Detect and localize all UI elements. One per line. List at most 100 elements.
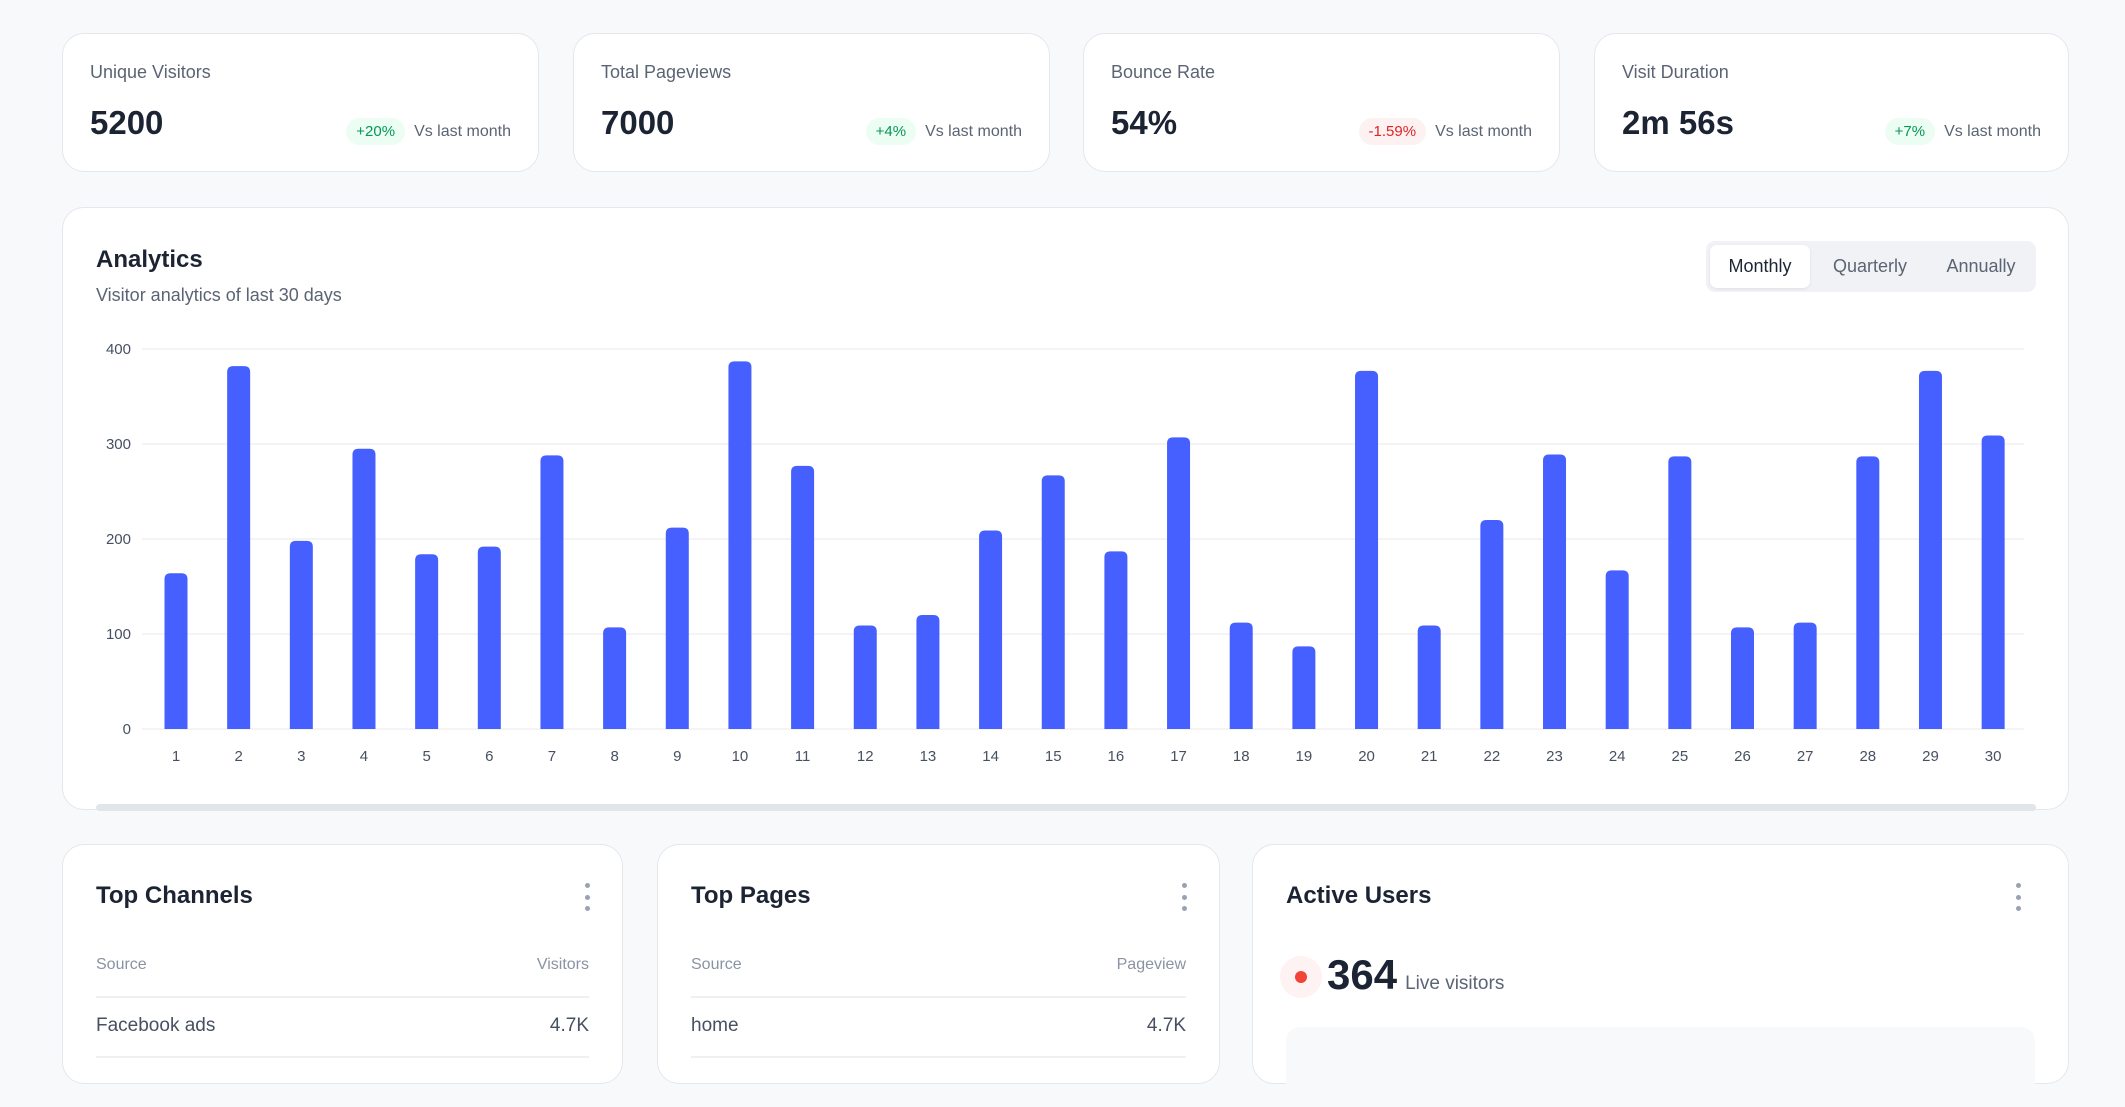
bar-day-1 — [164, 573, 188, 729]
period-monthly[interactable]: Monthly — [1710, 245, 1810, 288]
bar-day-12 — [853, 625, 877, 729]
bar-day-24 — [1605, 570, 1629, 729]
stat-card-visit-duration: Visit Duration 2m 56s +7% Vs last month — [1594, 33, 2069, 172]
column-header-source: Source — [691, 956, 742, 973]
y-tick-label: 200 — [106, 531, 131, 548]
x-tick-label: 21 — [1421, 748, 1438, 765]
bar-day-16 — [1104, 551, 1128, 729]
x-tick-label: 25 — [1671, 748, 1688, 765]
x-tick-label: 6 — [485, 748, 493, 765]
y-tick-label: 300 — [106, 436, 131, 453]
stat-label: Visit Duration — [1622, 62, 1729, 82]
analytics-title: Analytics — [96, 246, 203, 273]
x-tick-label: 9 — [673, 748, 681, 765]
y-tick-label: 400 — [106, 341, 131, 358]
bar-day-27 — [1793, 622, 1817, 729]
column-header-visitors: Visitors — [536, 956, 589, 973]
more-options-icon[interactable] — [582, 883, 592, 911]
x-tick-label: 24 — [1609, 748, 1626, 765]
x-tick-label: 11 — [795, 748, 811, 765]
stat-value: 2m 56s — [1622, 104, 1734, 141]
stat-label: Unique Visitors — [90, 62, 211, 82]
bar-day-10 — [728, 361, 752, 729]
x-tick-label: 17 — [1170, 748, 1187, 765]
x-tick-label: 7 — [548, 748, 556, 765]
x-tick-label: 30 — [1985, 748, 2002, 765]
active-users-title: Active Users — [1286, 882, 1432, 909]
bar-day-18 — [1229, 622, 1253, 729]
bar-day-23 — [1543, 454, 1567, 729]
more-options-icon[interactable] — [2013, 883, 2023, 911]
live-indicator-icon — [1280, 956, 1322, 998]
live-visitors-label: Live visitors — [1405, 973, 1505, 994]
chart-scrollbar[interactable] — [96, 804, 2036, 811]
column-header-source: Source — [96, 956, 147, 973]
stat-card-bounce-rate: Bounce Rate 54% -1.59% Vs last month — [1083, 33, 1560, 172]
bar-day-5 — [415, 554, 439, 729]
x-tick-label: 8 — [610, 748, 618, 765]
top-pages-card: Top Pages Source Pageview home 4.7K — [657, 844, 1220, 1084]
active-users-card: Active Users 364 Live visitors — [1252, 844, 2069, 1107]
top-pages-title: Top Pages — [691, 882, 811, 909]
x-tick-label: 10 — [732, 748, 749, 765]
bar-day-26 — [1731, 627, 1754, 729]
page-value: 4.7K — [1146, 1015, 1186, 1036]
bar-day-14 — [979, 530, 1003, 729]
x-tick-label: 5 — [422, 748, 430, 765]
active-users-chart-area — [1286, 1027, 2035, 1107]
period-toggle: Monthly Quarterly Annually — [1706, 241, 2036, 292]
compare-label: Vs last month — [925, 122, 1022, 140]
more-options-icon[interactable] — [1179, 883, 1189, 911]
x-tick-label: 1 — [172, 748, 180, 765]
bar-day-20 — [1355, 370, 1379, 729]
stat-label: Bounce Rate — [1111, 62, 1216, 82]
x-tick-label: 13 — [920, 748, 937, 765]
divider — [691, 996, 1186, 998]
y-tick-label: 0 — [123, 721, 131, 738]
y-tick-label: 100 — [106, 626, 131, 643]
x-tick-label: 22 — [1484, 748, 1501, 765]
x-tick-label: 27 — [1797, 748, 1814, 765]
change-badge: -1.59% — [1358, 118, 1427, 145]
stat-value: 5200 — [90, 104, 164, 141]
channel-name: Facebook ads — [96, 1015, 216, 1036]
page-name: home — [691, 1015, 739, 1036]
x-tick-label: 15 — [1045, 748, 1062, 765]
stat-value: 54% — [1111, 104, 1178, 141]
period-quarterly[interactable]: Quarterly — [1832, 256, 1908, 276]
bar-day-29 — [1918, 370, 1942, 729]
bar-day-13 — [916, 615, 940, 729]
bar-day-6 — [477, 546, 501, 729]
bar-day-4 — [352, 448, 376, 729]
bar-day-28 — [1856, 456, 1880, 729]
period-annually[interactable]: Annually — [1946, 256, 2016, 276]
analytics-card: Analytics Visitor analytics of last 30 d… — [62, 207, 2069, 811]
x-tick-label: 19 — [1296, 748, 1313, 765]
x-tick-label: 26 — [1734, 748, 1751, 765]
bar-day-25 — [1668, 456, 1692, 729]
bar-day-21 — [1417, 625, 1441, 729]
stat-value: 7000 — [601, 104, 675, 141]
bar-day-11 — [791, 465, 815, 729]
x-tick-label: 3 — [297, 748, 305, 765]
x-tick-label: 18 — [1233, 748, 1250, 765]
analytics-subtitle: Visitor analytics of last 30 days — [96, 285, 342, 305]
bar-day-17 — [1167, 437, 1191, 729]
compare-label: Vs last month — [1944, 122, 2041, 140]
bar-day-22 — [1480, 520, 1504, 729]
bar-day-3 — [289, 540, 313, 729]
x-tick-label: 20 — [1358, 748, 1375, 765]
stat-card-unique-visitors: Unique Visitors 5200 +20% Vs last month — [62, 33, 539, 172]
x-tick-label: 14 — [982, 748, 999, 765]
live-visitor-count: 364 — [1327, 951, 1398, 998]
column-header-pageview: Pageview — [1116, 956, 1186, 973]
stat-card-total-pageviews: Total Pageviews 7000 +4% Vs last month — [573, 33, 1050, 172]
divider — [96, 996, 589, 998]
top-channels-card: Top Channels Source Visitors Facebook ad… — [62, 844, 623, 1084]
bar-day-19 — [1292, 646, 1316, 729]
x-tick-label: 28 — [1859, 748, 1876, 765]
change-badge: +7% — [1884, 118, 1936, 145]
bar-day-2 — [227, 366, 251, 729]
x-tick-label: 4 — [360, 748, 368, 765]
